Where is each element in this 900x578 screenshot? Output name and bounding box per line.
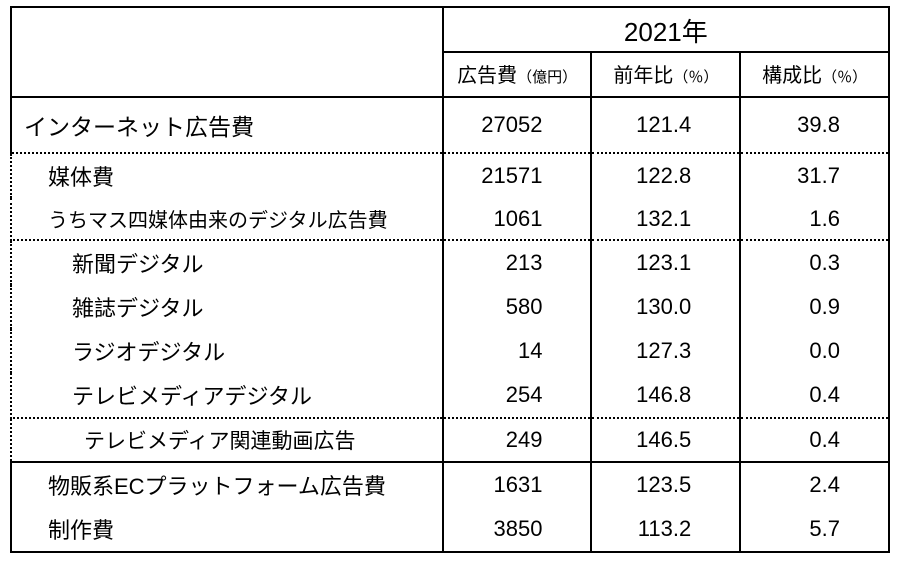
table-row: 物販系ECプラットフォーム広告費1631123.52.4	[11, 462, 889, 507]
ad-cost-table: 2021年 広告費（億円） 前年比（％） 構成比（％） インターネット広告費27…	[10, 6, 890, 553]
row-ad: 27052	[443, 97, 592, 153]
row-yoy: 132.1	[591, 198, 740, 240]
header-blank	[11, 7, 443, 97]
col-label: 構成比	[762, 65, 822, 87]
row-label: ラジオデジタル	[11, 329, 443, 373]
col-unit: （％）	[673, 69, 718, 86]
table-row: インターネット広告費27052121.439.8	[11, 97, 889, 153]
table-row: ラジオデジタル14127.30.0	[11, 329, 889, 373]
table-body: インターネット広告費27052121.439.8媒体費21571122.831.…	[11, 97, 889, 552]
col-header-ad: 広告費（億円）	[443, 52, 592, 97]
row-ad: 580	[443, 285, 592, 329]
row-label: テレビメディアデジタル	[11, 373, 443, 418]
row-ad: 3850	[443, 507, 592, 552]
table-row: 新聞デジタル213123.10.3	[11, 240, 889, 285]
row-yoy: 123.5	[591, 462, 740, 507]
row-ad: 249	[443, 418, 592, 462]
row-share: 1.6	[740, 198, 889, 240]
row-share: 0.4	[740, 373, 889, 418]
table-row: テレビメディアデジタル254146.80.4	[11, 373, 889, 418]
row-yoy: 130.0	[591, 285, 740, 329]
row-share: 39.8	[740, 97, 889, 153]
col-header-share: 構成比（％）	[740, 52, 889, 97]
row-yoy: 123.1	[591, 240, 740, 285]
col-unit: （億円）	[517, 69, 577, 86]
row-share: 0.0	[740, 329, 889, 373]
col-label: 広告費	[457, 65, 517, 87]
row-label: 物販系ECプラットフォーム広告費	[11, 462, 443, 507]
row-yoy: 121.4	[591, 97, 740, 153]
col-label: 前年比	[613, 65, 673, 87]
table-row: 制作費3850113.25.7	[11, 507, 889, 552]
table-row: テレビメディア関連動画広告249146.50.4	[11, 418, 889, 462]
row-ad: 1061	[443, 198, 592, 240]
row-label: 雑誌デジタル	[11, 285, 443, 329]
row-yoy: 146.5	[591, 418, 740, 462]
table-row: 媒体費21571122.831.7	[11, 153, 889, 198]
col-unit: （％）	[822, 69, 867, 86]
row-label: インターネット広告費	[11, 97, 443, 153]
row-yoy: 122.8	[591, 153, 740, 198]
row-share: 2.4	[740, 462, 889, 507]
row-yoy: 146.8	[591, 373, 740, 418]
row-label: テレビメディア関連動画広告	[11, 418, 443, 462]
row-label: 新聞デジタル	[11, 240, 443, 285]
row-yoy: 113.2	[591, 507, 740, 552]
row-label: 制作費	[11, 507, 443, 552]
row-ad: 254	[443, 373, 592, 418]
row-share: 0.9	[740, 285, 889, 329]
row-ad: 14	[443, 329, 592, 373]
row-yoy: 127.3	[591, 329, 740, 373]
row-share: 0.3	[740, 240, 889, 285]
row-share: 31.7	[740, 153, 889, 198]
table-row: 雑誌デジタル580130.00.9	[11, 285, 889, 329]
header-row-year: 2021年	[11, 7, 889, 52]
row-ad: 21571	[443, 153, 592, 198]
row-ad: 1631	[443, 462, 592, 507]
row-share: 0.4	[740, 418, 889, 462]
row-label: うちマス四媒体由来のデジタル広告費	[11, 198, 443, 240]
table-row: うちマス四媒体由来のデジタル広告費1061132.11.6	[11, 198, 889, 240]
col-header-yoy: 前年比（％）	[591, 52, 740, 97]
row-ad: 213	[443, 240, 592, 285]
row-share: 5.7	[740, 507, 889, 552]
row-label: 媒体費	[11, 153, 443, 198]
year-header: 2021年	[443, 7, 889, 52]
